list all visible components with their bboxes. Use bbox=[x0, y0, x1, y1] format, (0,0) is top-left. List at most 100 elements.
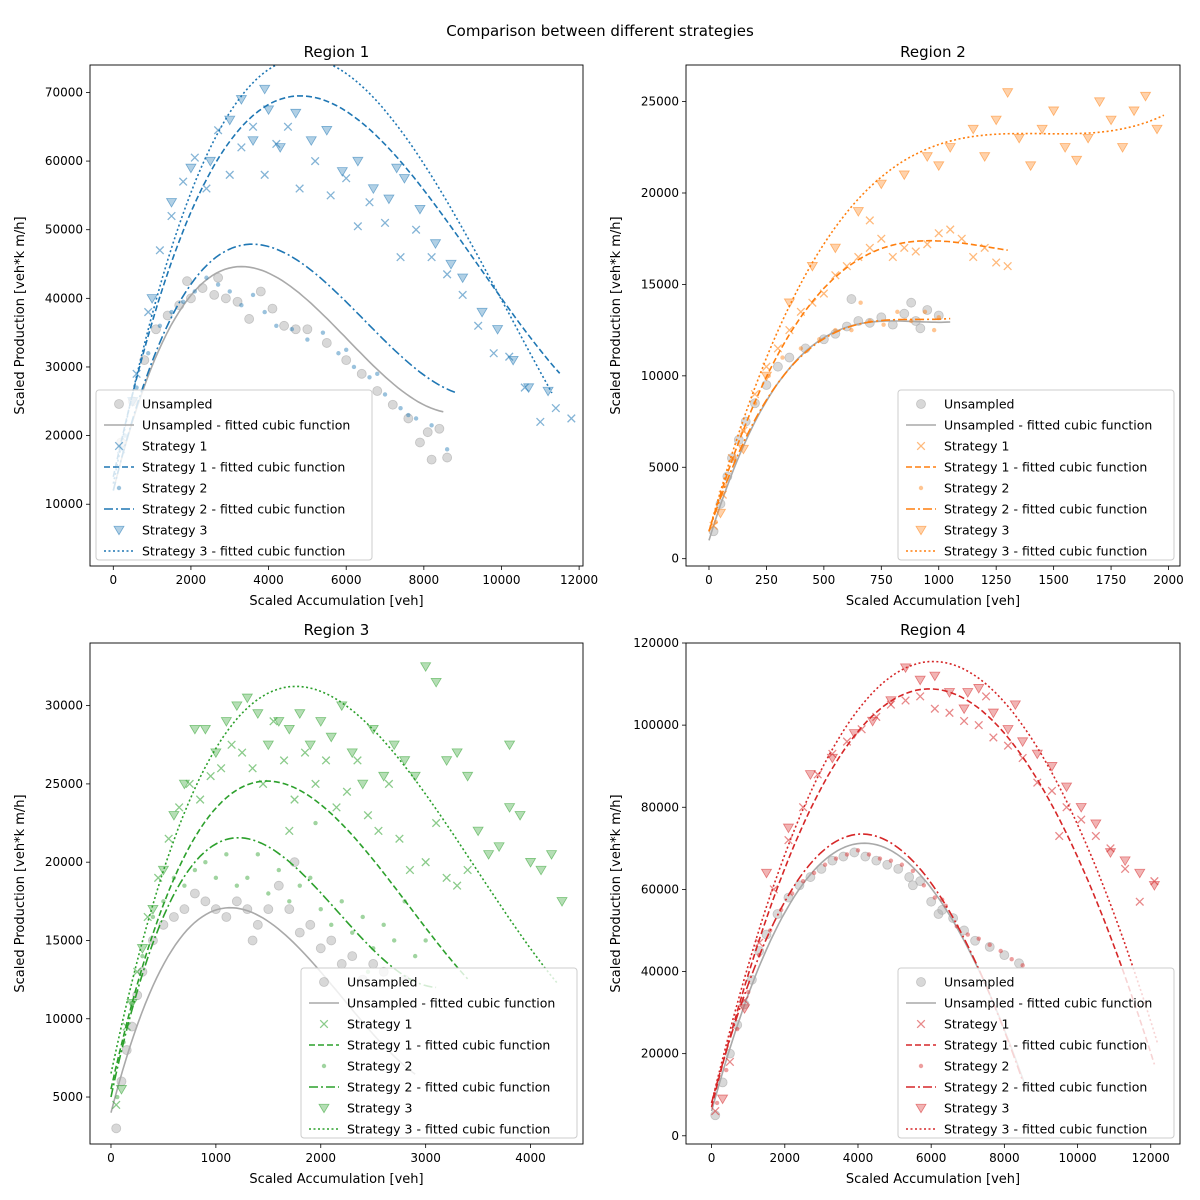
data-point bbox=[427, 252, 436, 262]
data-point bbox=[838, 851, 849, 862]
data-point bbox=[224, 852, 229, 857]
data-point bbox=[556, 897, 568, 907]
data-point bbox=[247, 935, 258, 946]
data-point bbox=[336, 701, 348, 712]
data-point bbox=[943, 688, 956, 698]
data-point bbox=[402, 899, 407, 904]
data-point bbox=[274, 143, 286, 153]
data-point bbox=[866, 852, 872, 857]
data-point bbox=[269, 717, 278, 726]
legend-label: Strategy 1 - fitted cubic function bbox=[347, 1038, 550, 1053]
y-axis-label: Scaled Production [veh*k m/h] bbox=[13, 794, 28, 992]
data-point bbox=[290, 324, 301, 335]
data-point bbox=[482, 850, 495, 860]
data-point bbox=[398, 405, 403, 411]
series-unsampled-fitted-cubic-function bbox=[708, 320, 951, 541]
data-point bbox=[833, 856, 839, 861]
data-point bbox=[255, 286, 266, 297]
data-point bbox=[329, 922, 334, 928]
data-point bbox=[287, 899, 292, 904]
data-point bbox=[295, 184, 304, 193]
data-point bbox=[192, 867, 198, 873]
data-point bbox=[782, 823, 795, 834]
data-point bbox=[1105, 115, 1117, 126]
data-point bbox=[445, 259, 457, 270]
legend-label: Strategy 3 - fitted cubic function bbox=[142, 544, 345, 559]
data-point bbox=[248, 763, 257, 773]
data-point bbox=[381, 922, 386, 928]
legend-label: Strategy 3 bbox=[944, 1101, 1010, 1116]
data-point bbox=[263, 904, 274, 915]
data-point bbox=[178, 177, 188, 186]
data-point bbox=[991, 258, 1001, 267]
data-point bbox=[1120, 864, 1130, 874]
data-point bbox=[710, 1110, 721, 1121]
data-point bbox=[248, 122, 258, 132]
data-point bbox=[262, 309, 267, 315]
data-point bbox=[111, 1123, 122, 1134]
data-point bbox=[326, 191, 335, 200]
legend-label: Unsampled - fitted cubic function bbox=[142, 418, 350, 433]
legend-label: Unsampled bbox=[347, 975, 417, 990]
legend-marker-handle bbox=[916, 1019, 926, 1029]
fitted-curve bbox=[710, 660, 1159, 1104]
data-point bbox=[415, 437, 425, 448]
series-strategy-2 bbox=[115, 820, 428, 1100]
data-point bbox=[351, 364, 357, 370]
data-point bbox=[290, 108, 302, 119]
data-point bbox=[192, 289, 198, 294]
data-point bbox=[182, 883, 187, 888]
y-tick-label: 30000 bbox=[45, 699, 83, 713]
data-point bbox=[273, 717, 285, 727]
data-point bbox=[206, 771, 215, 781]
data-point bbox=[321, 338, 332, 348]
data-point bbox=[800, 878, 806, 884]
data-point bbox=[844, 852, 850, 857]
fitted-curve bbox=[708, 320, 951, 541]
data-point bbox=[855, 848, 861, 853]
data-point bbox=[476, 307, 488, 318]
legend-label: Strategy 1 bbox=[142, 439, 208, 454]
data-point bbox=[215, 282, 221, 287]
legend-box bbox=[95, 389, 373, 561]
legend: Unsampled Unsampled - fitted cubic functi… bbox=[300, 967, 578, 1139]
series-strategy-2-fitted-cubic-function bbox=[710, 833, 1024, 1104]
data-point bbox=[189, 888, 200, 899]
data-point bbox=[989, 733, 998, 742]
data-point bbox=[203, 859, 208, 865]
data-point bbox=[363, 810, 373, 820]
legend-marker-handle bbox=[318, 1103, 330, 1114]
fitted-curve bbox=[708, 239, 1008, 532]
data-point bbox=[888, 858, 894, 863]
data-point bbox=[204, 275, 209, 280]
y-tick-label: 80000 bbox=[641, 800, 679, 814]
x-tick-label: 2000 bbox=[1153, 573, 1184, 587]
data-point bbox=[822, 862, 828, 867]
data-point bbox=[321, 126, 333, 136]
y-tick-label: 60000 bbox=[641, 882, 679, 896]
data-point bbox=[252, 919, 263, 930]
data-point bbox=[421, 857, 430, 867]
data-point bbox=[901, 696, 910, 705]
data-point bbox=[535, 865, 547, 876]
data-point bbox=[980, 243, 989, 253]
data-point bbox=[926, 896, 937, 907]
data-point bbox=[419, 662, 432, 673]
data-point bbox=[760, 868, 773, 879]
data-point bbox=[225, 170, 235, 180]
data-point bbox=[1139, 91, 1152, 102]
x-tick-label: 8000 bbox=[409, 573, 440, 587]
data-point bbox=[380, 218, 390, 228]
data-point bbox=[1070, 155, 1083, 166]
data-point bbox=[922, 305, 933, 315]
data-point bbox=[305, 136, 317, 147]
data-point bbox=[829, 243, 842, 254]
data-point bbox=[970, 935, 980, 946]
data-point bbox=[195, 795, 205, 804]
data-point bbox=[255, 852, 261, 857]
data-point bbox=[285, 826, 294, 836]
data-point bbox=[1128, 106, 1140, 117]
data-point bbox=[922, 309, 928, 315]
data-point bbox=[200, 896, 211, 907]
legend-box bbox=[897, 389, 1175, 561]
